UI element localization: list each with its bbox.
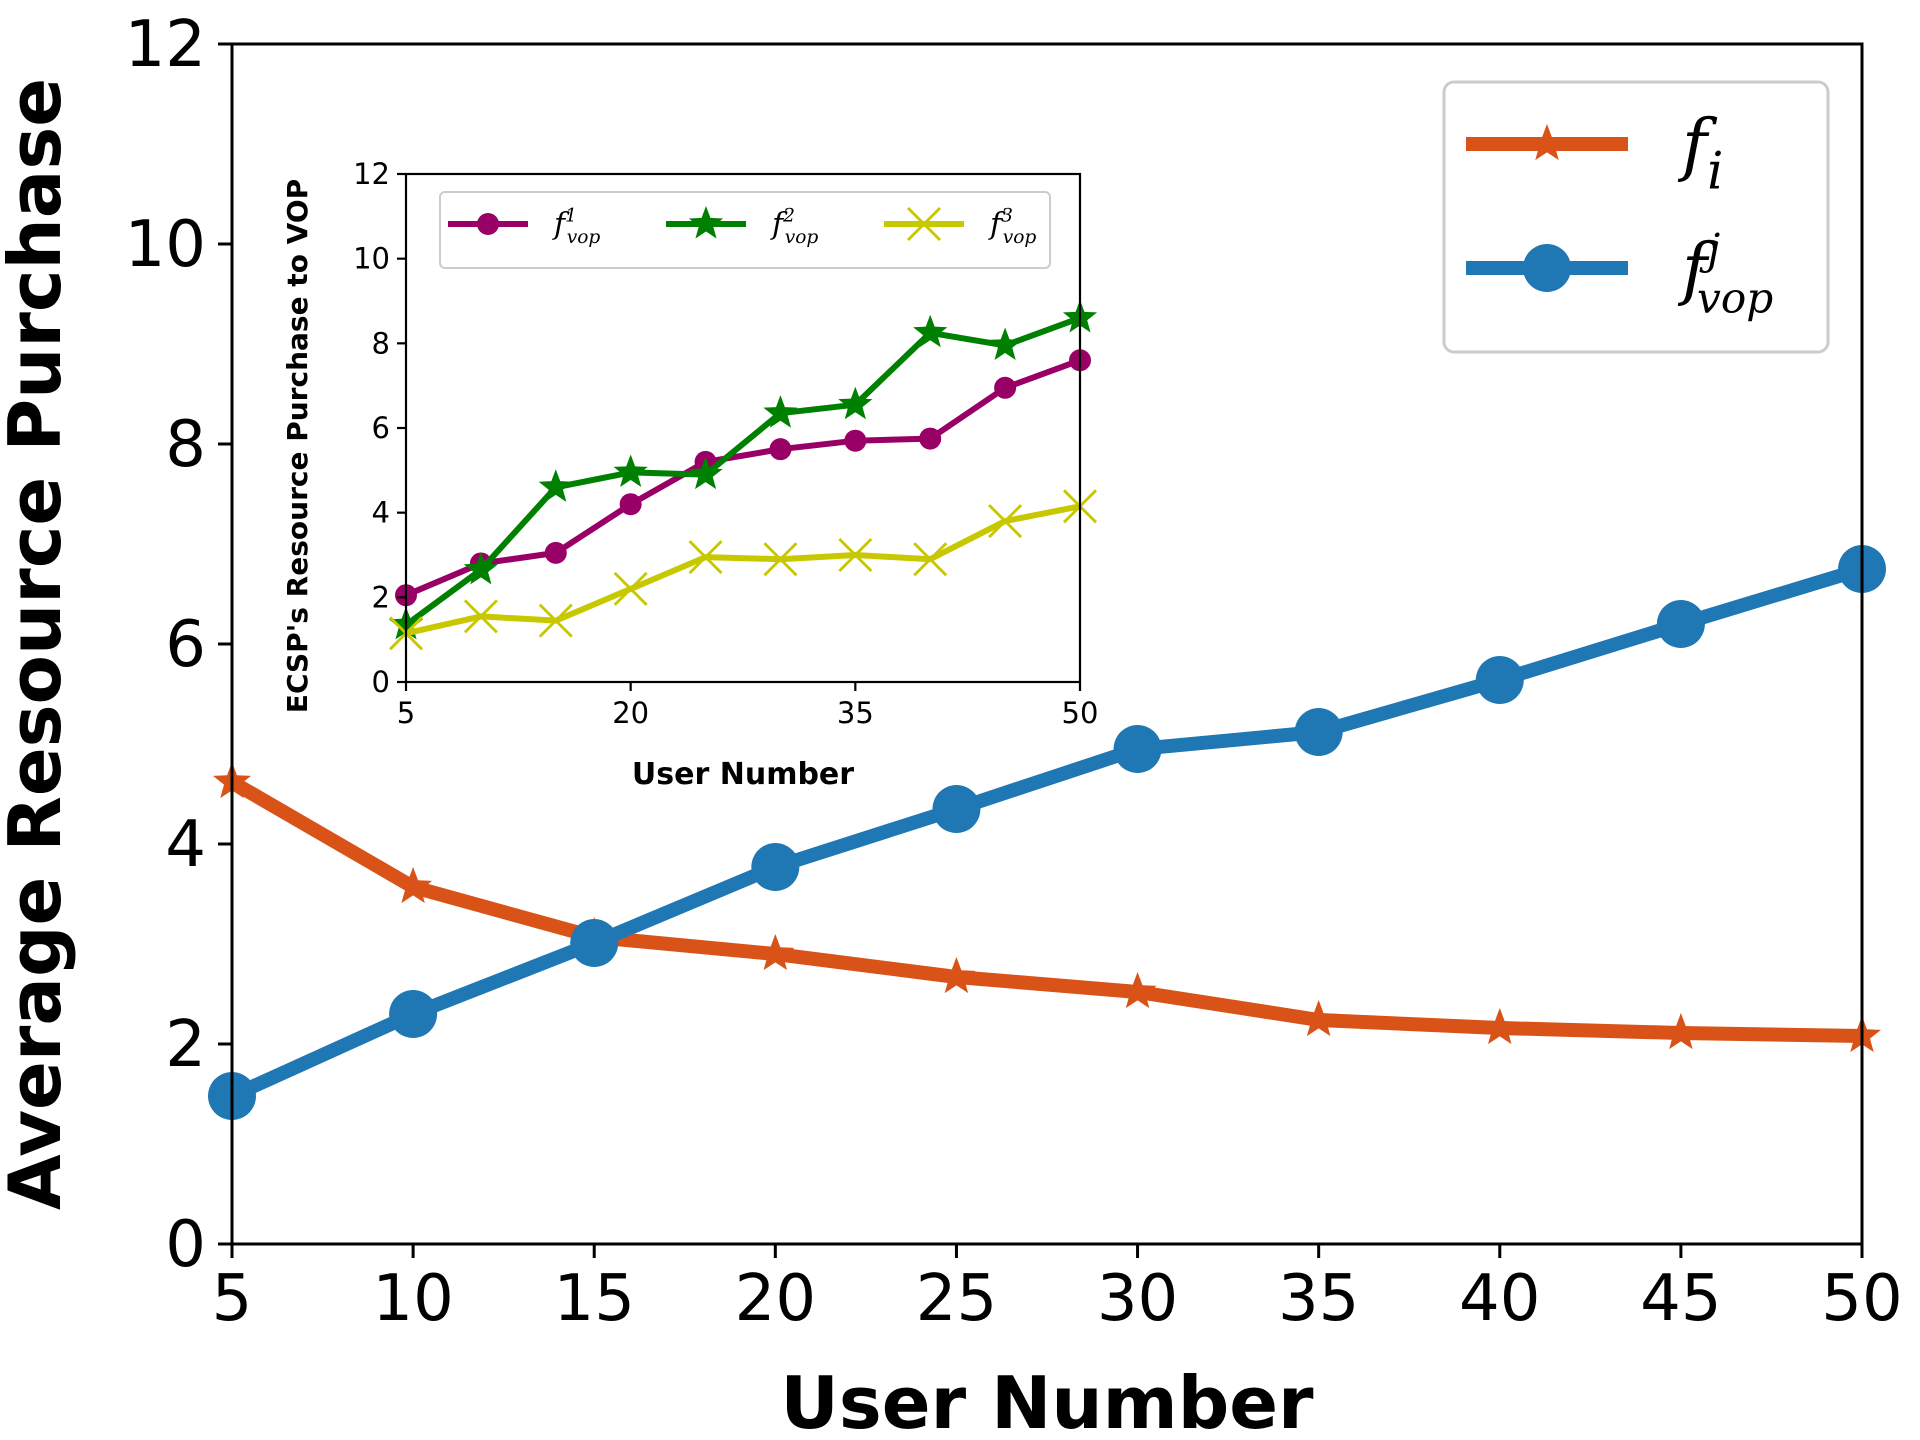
main-x-tick-label: 40 [1459, 1262, 1540, 1336]
main-y-tick-label: 6 [165, 608, 206, 682]
inset-legend-marker [906, 206, 942, 242]
main-data-point [1656, 600, 1705, 648]
inset-series-line [404, 357, 1082, 598]
main-x-tick-label: 15 [554, 1262, 635, 1336]
main-data-point [937, 957, 976, 994]
inset-x-axis: 5 20 35 50 [397, 682, 1099, 730]
inset-data-point [838, 386, 873, 420]
inset-y-tick-label: 12 [353, 157, 390, 191]
main-data-point [389, 990, 438, 1038]
main-y-axis: 0 2 4 6 8 10 12 [125, 8, 232, 1282]
inset-x-tick-label: 5 [397, 696, 415, 730]
main-y-tick-label: 10 [125, 208, 206, 282]
inset-data-point [919, 427, 942, 450]
inset-x-axis-title: User Number [632, 757, 854, 792]
main-data-point [756, 934, 795, 971]
main-data-point [1661, 1013, 1700, 1050]
inset-data-point [763, 542, 798, 577]
main-x-tick-label: 25 [916, 1262, 997, 1336]
inset-y-tick-label: 4 [372, 496, 390, 530]
main-legend-label: fj vop [1677, 224, 1773, 322]
inset-series-line [404, 315, 1082, 628]
inset-y-tick-label: 0 [372, 665, 390, 699]
inset-data-point [994, 376, 1017, 399]
main-y-axis-title: Average Resource Purchase [0, 78, 77, 1210]
inset-data-point [987, 327, 1023, 361]
inset-legend-marker [477, 213, 499, 235]
inset-data-point [763, 395, 798, 428]
main-legend-marker [1527, 124, 1567, 161]
main-x-tick-label: 5 [212, 1262, 253, 1336]
main-y-tick-label: 2 [165, 1008, 206, 1082]
inset-y-tick-label: 6 [372, 411, 390, 445]
main-data-point [1475, 656, 1524, 704]
inset-data-point [913, 314, 948, 348]
main-series-2 [208, 545, 1886, 1120]
inset-data-point [538, 603, 573, 638]
main-x-axis-title: User Number [780, 1361, 1314, 1440]
inset-legend: f1 vop f2 vop f3 vop [439, 191, 1051, 269]
inset-data-point [613, 454, 648, 488]
main-data-point [1118, 972, 1157, 1009]
main-y-tick-label: 0 [165, 1208, 206, 1282]
main-data-point [1294, 708, 1343, 756]
inset-data-point [538, 469, 573, 502]
inset-chart: 5 20 35 50 0 2 4 6 8 10 12 User Number ECSP's Res… [281, 157, 1098, 792]
inset-data-point [619, 493, 642, 516]
inset-y-axis-title: ECSP's Resource Purchase to VOP [281, 179, 314, 713]
main-series-line [228, 775, 1863, 1043]
inset-y-tick-label: 10 [353, 242, 390, 276]
main-x-tick-label: 30 [1097, 1262, 1178, 1336]
main-series-line [229, 562, 1865, 1103]
inset-data-point [544, 541, 567, 564]
inset-legend-box [439, 191, 1051, 269]
main-data-point [570, 919, 619, 967]
inset-legend-marker [688, 206, 724, 239]
inset-data-point [688, 456, 723, 490]
main-series-layer [208, 545, 1886, 1120]
main-series-1 [212, 762, 1882, 1053]
inset-series-line [405, 503, 1081, 637]
main-y-tick-label: 4 [165, 808, 206, 882]
inset-x-tick-label: 35 [837, 696, 874, 730]
main-x-tick-label: 10 [372, 1262, 453, 1336]
main-data-point [932, 785, 981, 833]
main-x-tick-label: 20 [735, 1262, 816, 1336]
main-y-tick-label: 12 [125, 8, 206, 82]
main-legend-marker [1523, 244, 1571, 292]
main-data-point [1480, 1008, 1519, 1045]
inset-x-tick-label: 20 [612, 696, 649, 730]
inset-data-point [463, 551, 499, 585]
main-data-point [1299, 1000, 1338, 1037]
inset-data-point [913, 542, 948, 577]
inset-data-point [844, 429, 867, 452]
main-x-tick-label: 50 [1821, 1262, 1902, 1336]
inset-data-point [838, 537, 873, 573]
inset-data-point [988, 504, 1023, 539]
inset-data-point [769, 438, 792, 461]
inset-data-point [613, 571, 648, 606]
main-x-tick-label: 35 [1278, 1262, 1359, 1336]
main-data-point [751, 843, 800, 891]
main-data-point [1113, 725, 1162, 773]
inset-y-axis: 0 2 4 6 8 10 12 [353, 157, 406, 699]
inset-x-tick-label: 50 [1062, 696, 1099, 730]
main-x-tick-label: 45 [1640, 1262, 1721, 1336]
inset-series-3 [388, 489, 1098, 651]
main-data-point [394, 867, 433, 904]
main-x-axis: 5 10 15 20 25 30 35 40 45 50 [212, 1244, 1903, 1336]
inset-y-tick-label: 8 [372, 326, 390, 360]
inset-y-tick-label: 2 [372, 580, 390, 614]
inset-data-point [688, 540, 723, 575]
main-y-tick-label: 8 [165, 408, 206, 482]
inset-data-point [463, 599, 498, 634]
